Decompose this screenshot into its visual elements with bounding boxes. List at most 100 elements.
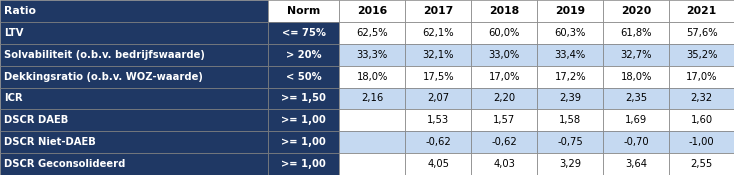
Text: 4,05: 4,05 — [427, 159, 449, 169]
Bar — [603, 66, 669, 88]
Text: 17,0%: 17,0% — [489, 72, 520, 82]
Text: -0,75: -0,75 — [557, 137, 584, 147]
Bar — [669, 109, 734, 131]
Bar — [603, 153, 669, 175]
Bar — [669, 0, 734, 22]
Text: 2018: 2018 — [489, 6, 520, 16]
Bar — [471, 88, 537, 109]
Bar — [268, 66, 339, 88]
Text: 2017: 2017 — [423, 6, 454, 16]
Bar — [0, 0, 268, 22]
Bar — [669, 131, 734, 153]
Bar — [268, 109, 339, 131]
Bar — [0, 109, 268, 131]
Bar — [405, 0, 471, 22]
Bar — [471, 66, 537, 88]
Text: 60,3%: 60,3% — [555, 28, 586, 38]
Text: > 20%: > 20% — [286, 50, 321, 60]
Bar — [339, 44, 405, 66]
Bar — [339, 131, 405, 153]
Text: >= 1,00: >= 1,00 — [281, 115, 326, 125]
Bar — [405, 131, 471, 153]
Text: -0,62: -0,62 — [425, 137, 451, 147]
Text: 57,6%: 57,6% — [686, 28, 718, 38]
Text: 2019: 2019 — [555, 6, 586, 16]
Bar — [471, 44, 537, 66]
Text: 1,60: 1,60 — [691, 115, 713, 125]
Text: 2,55: 2,55 — [691, 159, 713, 169]
Bar — [339, 109, 405, 131]
Bar — [405, 153, 471, 175]
Bar — [339, 88, 405, 109]
Text: DSCR DAEB: DSCR DAEB — [4, 115, 69, 125]
Text: Dekkingsratio (o.b.v. WOZ-waarde): Dekkingsratio (o.b.v. WOZ-waarde) — [4, 72, 203, 82]
Text: 32,7%: 32,7% — [621, 50, 652, 60]
Text: DSCR Niet-DAEB: DSCR Niet-DAEB — [4, 137, 96, 147]
Text: 2016: 2016 — [357, 6, 388, 16]
Bar — [471, 22, 537, 44]
Text: >= 1,00: >= 1,00 — [281, 137, 326, 147]
Bar — [0, 131, 268, 153]
Bar — [471, 109, 537, 131]
Bar — [669, 88, 734, 109]
Text: 1,53: 1,53 — [427, 115, 449, 125]
Text: 17,2%: 17,2% — [554, 72, 586, 82]
Text: 18,0%: 18,0% — [357, 72, 388, 82]
Text: 2020: 2020 — [621, 6, 652, 16]
Text: >= 1,00: >= 1,00 — [281, 159, 326, 169]
Bar — [537, 44, 603, 66]
Bar — [537, 109, 603, 131]
Bar — [268, 153, 339, 175]
Bar — [471, 131, 537, 153]
Text: 62,5%: 62,5% — [356, 28, 388, 38]
Bar — [603, 0, 669, 22]
Text: 60,0%: 60,0% — [489, 28, 520, 38]
Text: DSCR Geconsolideerd: DSCR Geconsolideerd — [4, 159, 126, 169]
Text: 4,03: 4,03 — [493, 159, 515, 169]
Bar — [268, 131, 339, 153]
Bar — [537, 153, 603, 175]
Bar — [537, 22, 603, 44]
Text: 33,3%: 33,3% — [357, 50, 388, 60]
Bar — [339, 66, 405, 88]
Text: 1,57: 1,57 — [493, 115, 515, 125]
Text: 17,5%: 17,5% — [422, 72, 454, 82]
Text: 2,32: 2,32 — [691, 93, 713, 103]
Text: Norm: Norm — [287, 6, 320, 16]
Text: 1,58: 1,58 — [559, 115, 581, 125]
Text: 2021: 2021 — [686, 6, 717, 16]
Text: -1,00: -1,00 — [689, 137, 714, 147]
Bar — [603, 44, 669, 66]
Bar — [603, 109, 669, 131]
Bar — [537, 66, 603, 88]
Text: < 50%: < 50% — [286, 72, 321, 82]
Text: 35,2%: 35,2% — [686, 50, 717, 60]
Text: 3,29: 3,29 — [559, 159, 581, 169]
Bar — [405, 109, 471, 131]
Text: Ratio: Ratio — [4, 6, 37, 16]
Bar — [603, 22, 669, 44]
Text: LTV: LTV — [4, 28, 24, 38]
Bar — [268, 44, 339, 66]
Bar — [669, 22, 734, 44]
Text: ICR: ICR — [4, 93, 23, 103]
Bar — [268, 0, 339, 22]
Bar — [268, 88, 339, 109]
Bar — [0, 22, 268, 44]
Bar — [339, 153, 405, 175]
Text: 17,0%: 17,0% — [686, 72, 717, 82]
Text: >= 1,50: >= 1,50 — [281, 93, 326, 103]
Bar — [405, 66, 471, 88]
Bar — [339, 22, 405, 44]
Text: 3,64: 3,64 — [625, 159, 647, 169]
Text: 62,1%: 62,1% — [422, 28, 454, 38]
Text: 33,0%: 33,0% — [489, 50, 520, 60]
Text: 1,69: 1,69 — [625, 115, 647, 125]
Text: 2,39: 2,39 — [559, 93, 581, 103]
Text: 2,20: 2,20 — [493, 93, 515, 103]
Bar — [669, 44, 734, 66]
Bar — [669, 153, 734, 175]
Bar — [0, 66, 268, 88]
Text: 18,0%: 18,0% — [621, 72, 652, 82]
Bar — [268, 22, 339, 44]
